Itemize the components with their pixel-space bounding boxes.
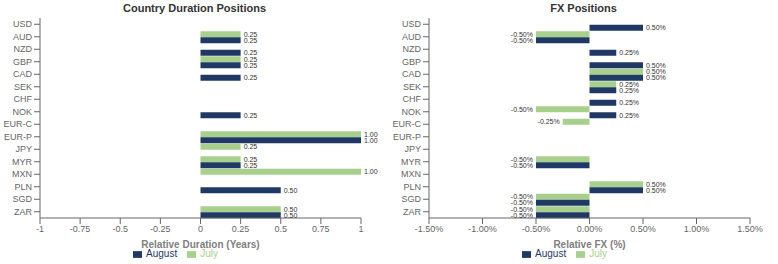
svg-text:0.50: 0.50 — [283, 205, 298, 213]
svg-text:0.25: 0.25 — [244, 49, 258, 56]
svg-text:AUD: AUD — [402, 32, 422, 42]
svg-text:0.50%: 0.50% — [646, 68, 666, 76]
svg-text:SGD: SGD — [12, 194, 32, 204]
svg-text:0.25: 0.25 — [244, 62, 258, 69]
svg-text:0.50%: 0.50% — [646, 62, 666, 69]
svg-text:EUR-C: EUR-C — [393, 119, 422, 129]
svg-text:-0.50%: -0.50% — [510, 30, 533, 38]
svg-text:EUR-P: EUR-P — [393, 132, 421, 142]
svg-text:0.25%: 0.25% — [619, 87, 639, 94]
svg-text:EUR-P: EUR-P — [8, 132, 32, 142]
svg-text:SGD: SGD — [401, 194, 421, 204]
svg-text:CAD: CAD — [402, 69, 422, 79]
svg-text:MYR: MYR — [401, 157, 422, 167]
svg-text:-0.50%: -0.50% — [510, 205, 533, 213]
svg-text:1.00: 1.00 — [364, 137, 378, 144]
svg-text:1.50%: 1.50% — [737, 224, 763, 234]
svg-text:0.25: 0.25 — [244, 74, 258, 81]
svg-text:0.00%: 0.00% — [577, 224, 603, 234]
svg-text:NOK: NOK — [401, 107, 421, 117]
svg-text:-1.00%: -1.00% — [468, 224, 497, 234]
svg-text:MYR: MYR — [12, 157, 33, 167]
svg-text:PLN: PLN — [14, 182, 32, 192]
svg-text:MXN: MXN — [401, 169, 421, 179]
html-text:August: August — [146, 248, 178, 259]
svg-text:USD: USD — [402, 19, 422, 29]
svg-text:1: 1 — [358, 224, 363, 234]
svg-text:-0.50%: -0.50% — [510, 193, 533, 201]
svg-text:0.50: 0.50 — [284, 187, 298, 194]
svg-text:ZAR: ZAR — [403, 207, 422, 217]
svg-text:0.25%: 0.25% — [619, 49, 639, 56]
svg-text:0.50%: 0.50% — [646, 187, 666, 194]
svg-text:0.25: 0.25 — [243, 30, 258, 38]
svg-text:USD: USD — [13, 19, 33, 29]
svg-text:0.25: 0.25 — [244, 143, 258, 150]
svg-text:PLN: PLN — [403, 182, 421, 192]
svg-text:JPY: JPY — [404, 144, 421, 154]
svg-text:GBP: GBP — [13, 57, 32, 67]
svg-text:-1: -1 — [36, 224, 44, 234]
svg-text:SEK: SEK — [14, 82, 32, 92]
html-text:August: August — [535, 248, 567, 259]
svg-text:-0.50%: -0.50% — [511, 212, 533, 219]
svg-text:NZD: NZD — [14, 44, 33, 54]
svg-text:Relative Duration (Years): Relative Duration (Years) — [141, 239, 259, 250]
svg-text:CHF: CHF — [14, 94, 33, 104]
svg-text:-0.5: -0.5 — [112, 224, 128, 234]
svg-text:0: 0 — [198, 224, 203, 234]
svg-text:0.25: 0.25 — [232, 224, 250, 234]
svg-text:-0.75: -0.75 — [70, 224, 91, 234]
html-text:July: July — [589, 248, 607, 259]
svg-text:NOK: NOK — [12, 107, 32, 117]
svg-text:-0.50%: -0.50% — [511, 106, 533, 113]
svg-text:0.25: 0.25 — [243, 55, 258, 63]
svg-text:0.50%: 0.50% — [646, 180, 666, 188]
svg-text:ZAR: ZAR — [14, 207, 33, 217]
svg-text:0.75: 0.75 — [312, 224, 330, 234]
svg-text:-0.50%: -0.50% — [511, 199, 533, 206]
svg-text:NZD: NZD — [403, 44, 422, 54]
svg-text:0.50%: 0.50% — [646, 24, 666, 31]
svg-text:0.5: 0.5 — [274, 224, 287, 234]
svg-text:0.25%: 0.25% — [619, 80, 640, 88]
svg-text:0.50%: 0.50% — [646, 74, 666, 81]
svg-text:-1.50%: -1.50% — [415, 224, 444, 234]
svg-text:0.25: 0.25 — [244, 112, 258, 119]
svg-text:JPY: JPY — [15, 144, 32, 154]
svg-text:SEK: SEK — [403, 82, 421, 92]
svg-text:0.25: 0.25 — [244, 162, 258, 169]
svg-text:-0.50%: -0.50% — [511, 162, 533, 169]
svg-text:EUR-C: EUR-C — [8, 119, 32, 129]
svg-text:-0.25: -0.25 — [150, 224, 171, 234]
svg-text:0.25%: 0.25% — [619, 99, 639, 106]
svg-text:0.25: 0.25 — [243, 155, 258, 163]
svg-text:1.00: 1.00 — [364, 168, 378, 175]
svg-text:MXN: MXN — [12, 169, 32, 179]
svg-text:0.25: 0.25 — [244, 37, 258, 44]
svg-text:-0.25%: -0.25% — [538, 118, 560, 125]
svg-text:CAD: CAD — [13, 69, 33, 79]
svg-text:GBP: GBP — [402, 57, 421, 67]
html-text:Country Duration Positions: Country Duration Positions — [123, 2, 266, 14]
svg-text:0.50: 0.50 — [284, 212, 298, 219]
svg-text:1.00%: 1.00% — [684, 224, 710, 234]
html-text:FX Positions: FX Positions — [550, 2, 617, 14]
svg-text:1.00: 1.00 — [364, 130, 378, 138]
svg-text:-0.50%: -0.50% — [510, 155, 533, 163]
svg-text:-0.50%: -0.50% — [522, 224, 551, 234]
svg-text:-0.50%: -0.50% — [511, 37, 533, 44]
html-text:July: July — [200, 248, 218, 259]
svg-text:0.25%: 0.25% — [619, 112, 639, 119]
svg-text:AUD: AUD — [13, 32, 33, 42]
svg-text:0.50%: 0.50% — [630, 224, 656, 234]
svg-text:Relative FX (%): Relative FX (%) — [553, 239, 625, 250]
svg-text:CHF: CHF — [403, 94, 422, 104]
